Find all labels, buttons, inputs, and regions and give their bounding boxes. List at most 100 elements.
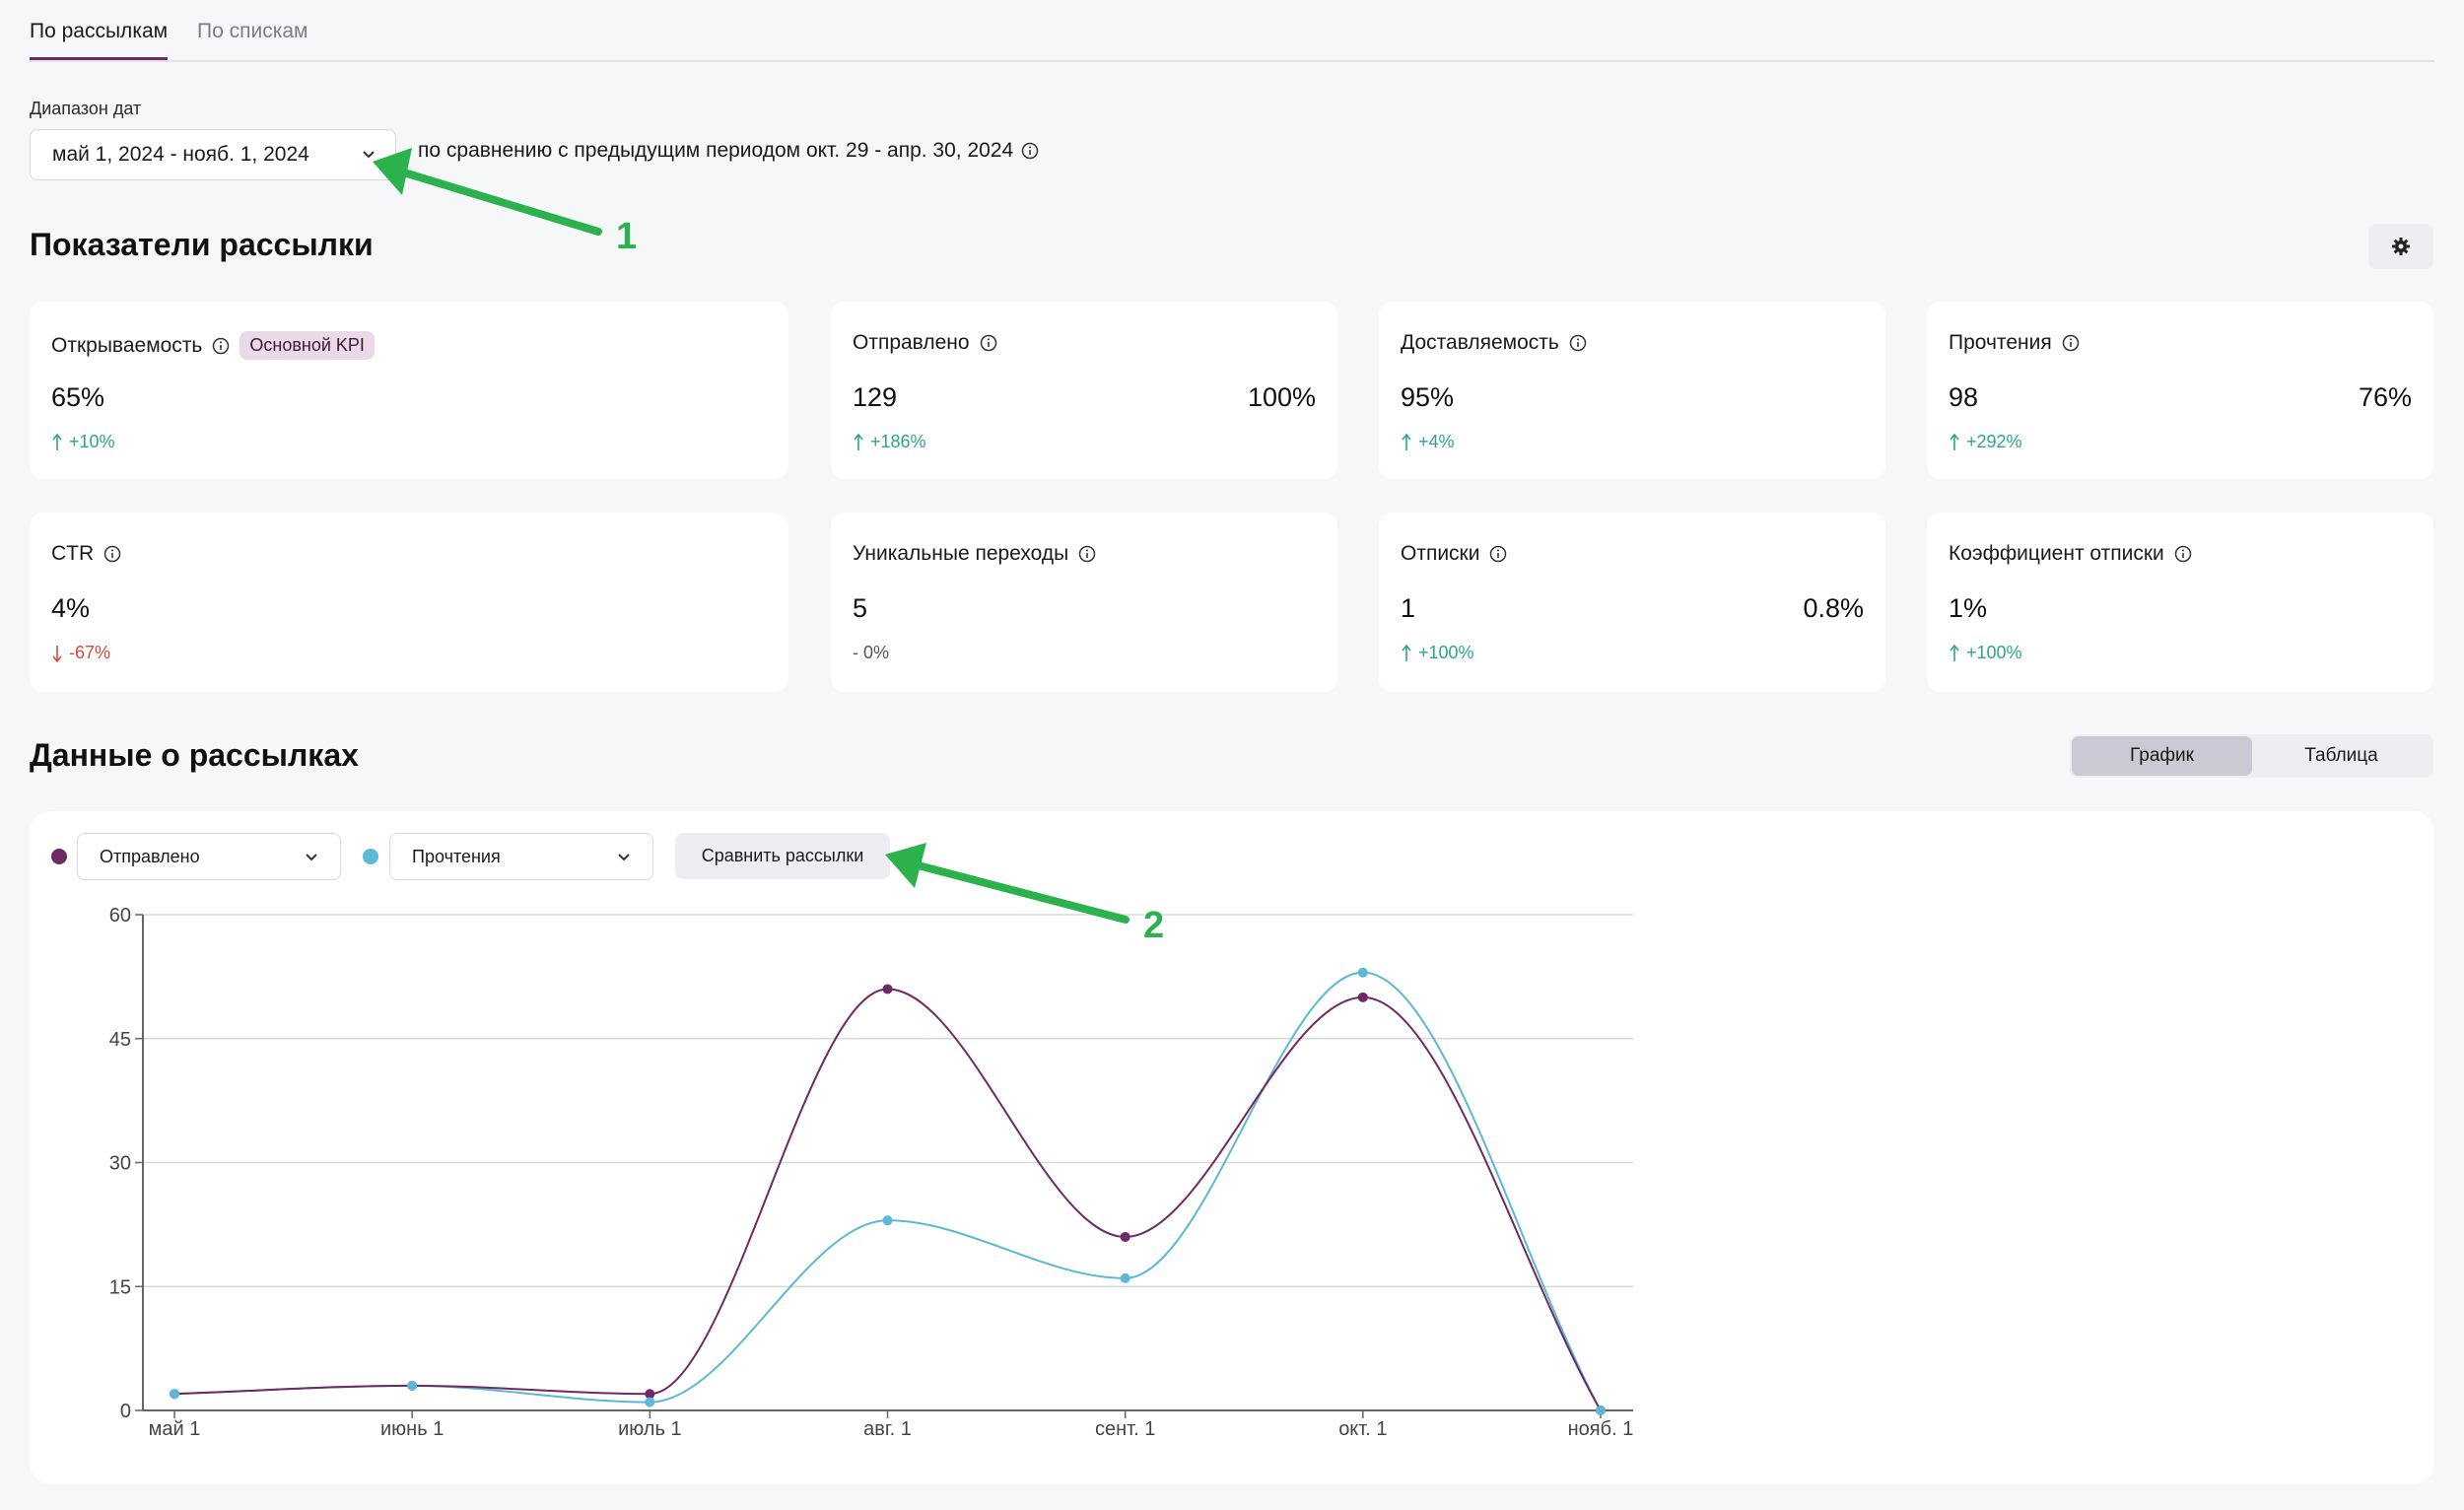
metric-value: 98 xyxy=(1949,382,1979,412)
metric-title-row: Открываемость Основной KPI xyxy=(51,331,375,360)
series-reads-point xyxy=(1120,1272,1130,1283)
metric-delta-value: +100% xyxy=(1966,643,2022,662)
metric-value: 5 xyxy=(853,593,868,623)
chevron-down-icon xyxy=(363,151,375,159)
date-range-select[interactable]: май 1, 2024 - нояб. 1, 2024 xyxy=(30,129,396,180)
series-sent-point xyxy=(645,1389,655,1400)
info-icon[interactable] xyxy=(980,334,997,352)
primary-kpi-badge: Основной KPI xyxy=(240,331,375,360)
metric-delta-value: +10% xyxy=(69,432,115,451)
metric-title: Прочтения xyxy=(1949,331,2052,354)
arrow-up-icon xyxy=(1402,644,1411,661)
annotation-label-2: 2 xyxy=(1143,905,1164,946)
annotation-label-1: 1 xyxy=(616,216,637,257)
metric-delta: +10% xyxy=(51,432,115,452)
y-tick-label: 15 xyxy=(109,1276,131,1298)
series-select-reads-value: Прочтения xyxy=(412,846,501,866)
metric-title-row: Коэффициент отписки xyxy=(1949,542,2192,566)
comparison-period: по сравнению с предыдущим периодом окт. … xyxy=(418,139,1039,163)
x-tick-label: июнь 1 xyxy=(380,1418,444,1440)
series-reads-point xyxy=(882,1215,893,1226)
metric-delta: +292% xyxy=(1949,432,2022,452)
info-icon[interactable] xyxy=(1489,545,1507,563)
y-tick-label: 60 xyxy=(109,905,131,927)
info-icon[interactable] xyxy=(1078,545,1096,563)
arrow-up-icon xyxy=(854,433,863,450)
info-icon[interactable] xyxy=(212,337,230,355)
view-table-option[interactable]: Таблица xyxy=(2304,745,2378,766)
metric-delta-value: +292% xyxy=(1966,432,2022,451)
metric-value: 4% xyxy=(51,593,91,623)
metric-value: 65% xyxy=(51,382,105,412)
x-tick-label: июль 1 xyxy=(618,1418,682,1440)
view-toggle: График Таблица xyxy=(2070,734,2433,778)
arrow-up-icon xyxy=(1402,433,1411,450)
chevron-down-icon xyxy=(306,854,317,861)
metric-title: Открываемость xyxy=(51,333,203,357)
x-tick-label: окт. 1 xyxy=(1338,1418,1387,1440)
metric-percent: 0.8% xyxy=(1803,593,1864,623)
metric-title: Отправлено xyxy=(853,331,970,354)
series-reads-point xyxy=(645,1397,655,1407)
chevron-down-icon xyxy=(618,854,630,861)
info-icon[interactable] xyxy=(103,545,121,563)
data-section-title: Данные о рассылках xyxy=(30,737,359,773)
y-tick-label: 0 xyxy=(120,1401,131,1422)
metric-delta-value: +100% xyxy=(1418,643,1474,662)
metric-delta-value: - 0% xyxy=(853,643,890,662)
settings-button[interactable] xyxy=(2368,224,2433,269)
metric-delta: -67% xyxy=(51,643,110,663)
comparison-period-text: по сравнению с предыдущим периодом окт. … xyxy=(418,139,1014,162)
compare-campaigns-button[interactable]: Сравнить рассылки xyxy=(675,833,890,879)
metric-delta: - 0% xyxy=(853,643,889,663)
gear-icon xyxy=(2392,238,2410,255)
metric-title-row: Отписки xyxy=(1401,542,1507,566)
metric-title: Доставляемость xyxy=(1401,331,1559,354)
metric-title: Отписки xyxy=(1401,542,1480,565)
metric-percent: 76% xyxy=(2358,382,2412,412)
date-range-label: Диапазон дат xyxy=(30,99,142,118)
info-icon[interactable] xyxy=(2062,334,2080,352)
tab-by-lists[interactable]: По спискам xyxy=(197,20,308,42)
metric-title-row: Прочтения xyxy=(1949,331,2080,355)
view-chart-option[interactable]: График xyxy=(2072,736,2252,776)
metric-delta: +100% xyxy=(1401,643,1474,663)
series-sent-point xyxy=(1120,1231,1130,1242)
series-sent-line xyxy=(173,988,1602,1411)
series-reads-point xyxy=(170,1389,179,1400)
info-icon[interactable] xyxy=(1569,334,1587,352)
metric-delta-value: +4% xyxy=(1418,432,1455,451)
series-sent-legend-dot xyxy=(51,849,67,864)
annotation-arrow-1: 1 xyxy=(373,148,637,257)
metric-title-row: Уникальные переходы xyxy=(853,542,1096,566)
date-range-value: май 1, 2024 - нояб. 1, 2024 xyxy=(52,143,309,166)
series-reads-point xyxy=(1596,1406,1606,1415)
x-tick-label: авг. 1 xyxy=(863,1418,912,1440)
arrow-up-icon xyxy=(1950,644,1959,661)
metric-delta: +186% xyxy=(853,432,926,452)
series-select-reads[interactable]: Прочтения xyxy=(389,833,653,880)
metric-card: Уникальные переходы 5 - 0% xyxy=(831,513,1337,692)
y-tick-label: 45 xyxy=(109,1029,131,1051)
metric-delta: +100% xyxy=(1949,643,2022,663)
metric-percent: 100% xyxy=(1247,382,1316,412)
metric-delta: +4% xyxy=(1401,432,1455,452)
metric-card: Коэффициент отписки 1% +100% xyxy=(1927,513,2433,692)
x-tick-label: сент. 1 xyxy=(1095,1418,1155,1440)
info-icon[interactable] xyxy=(2174,545,2192,563)
metric-title-row: CTR xyxy=(51,542,121,566)
metric-value: 1 xyxy=(1401,593,1416,623)
series-reads-legend-dot xyxy=(363,849,378,864)
series-reads-point xyxy=(407,1380,418,1391)
tab-by-campaigns[interactable]: По рассылкам xyxy=(30,20,169,60)
series-sent-point xyxy=(882,984,893,995)
metric-card: Отправлено 129 100% +186% xyxy=(831,302,1337,479)
info-icon[interactable] xyxy=(1021,142,1039,160)
metric-card: Отписки 1 0.8% +100% xyxy=(1379,513,1885,692)
tab-bar: По рассылкам По спискам xyxy=(30,0,2434,62)
metric-value: 1% xyxy=(1949,593,1988,623)
series-select-sent[interactable]: Отправлено xyxy=(77,833,341,880)
metric-value: 95% xyxy=(1401,382,1455,412)
metric-delta-value: -67% xyxy=(69,643,111,662)
